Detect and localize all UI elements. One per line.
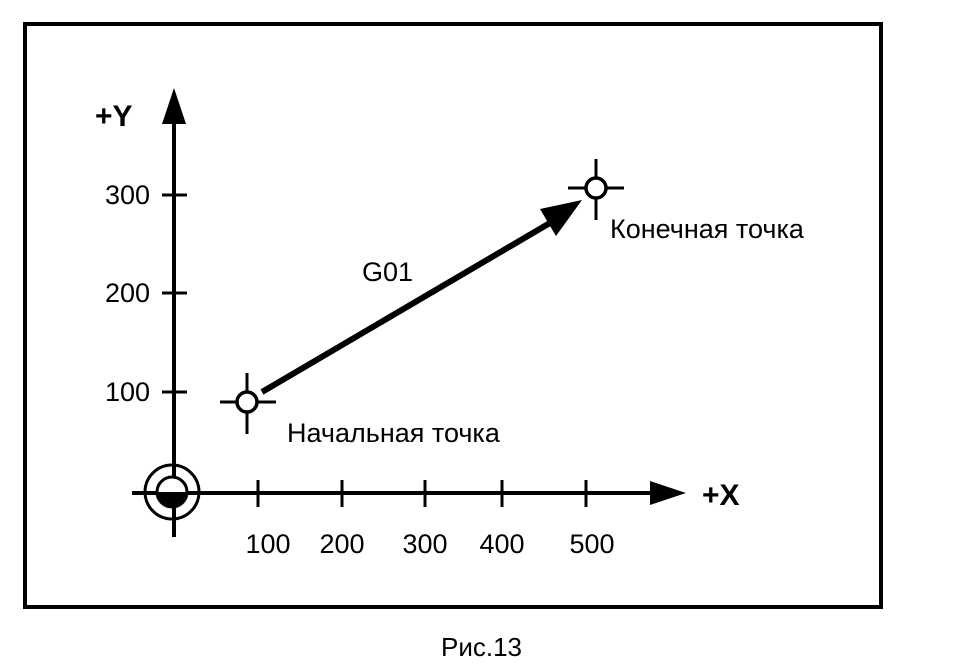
g01-label: G01 bbox=[362, 257, 413, 287]
start-point-marker bbox=[235, 390, 259, 414]
y-tick-label-300: 300 bbox=[105, 180, 150, 210]
x-tick-label-400: 400 bbox=[479, 529, 524, 559]
end-point-crosshair-icon bbox=[568, 159, 624, 220]
y-axis-label: +Y bbox=[95, 100, 133, 133]
diagram-border bbox=[23, 22, 883, 609]
x-tick-label-500: 500 bbox=[569, 529, 614, 559]
x-tick-label-300: 300 bbox=[402, 529, 447, 559]
y-tick-label-100: 100 bbox=[105, 377, 150, 407]
origin-symbol-icon bbox=[143, 463, 201, 521]
g01-move-arrowhead bbox=[540, 200, 582, 236]
figure-caption: Рис.13 bbox=[440, 632, 522, 662]
x-axis-arrow bbox=[650, 481, 686, 505]
x-axis-label: +X bbox=[702, 479, 740, 512]
y-axis-arrow bbox=[162, 88, 186, 124]
origin-outer-ring bbox=[143, 463, 201, 521]
g01-move-line bbox=[260, 217, 557, 395]
x-tick-labels: 100 200 300 400 500 bbox=[245, 529, 614, 559]
origin-quadrant-2 bbox=[172, 492, 187, 507]
y-tick-labels: 100 200 300 bbox=[105, 180, 150, 407]
y-tick-label-200: 200 bbox=[105, 278, 150, 308]
x-tick-label-100: 100 bbox=[245, 529, 290, 559]
start-point-crosshair-icon bbox=[220, 373, 276, 434]
origin-quadrant bbox=[157, 492, 172, 507]
end-point-marker bbox=[584, 176, 608, 200]
end-point-label: Конечная точка bbox=[610, 214, 805, 244]
start-point-label: Начальная точка bbox=[287, 418, 501, 448]
x-ticks bbox=[256, 480, 588, 507]
x-tick-label-200: 200 bbox=[319, 529, 364, 559]
y-ticks bbox=[162, 193, 187, 394]
